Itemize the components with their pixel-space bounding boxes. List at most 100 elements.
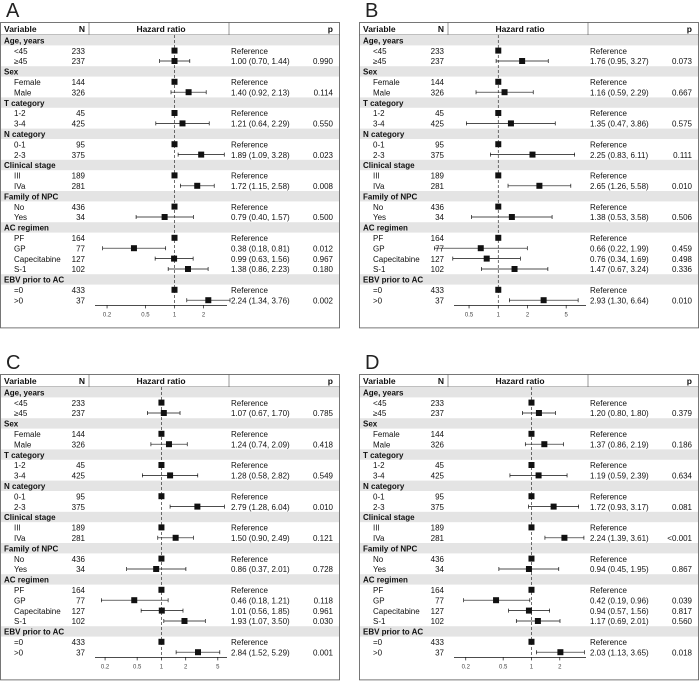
row-n: 436 bbox=[431, 555, 445, 564]
row-label: Female bbox=[14, 430, 41, 439]
hazard-ratio-point bbox=[540, 297, 547, 304]
hr-text: Reference bbox=[231, 172, 268, 181]
hr-text: Reference bbox=[590, 286, 627, 295]
hazard-ratio-point bbox=[153, 566, 160, 572]
row-n: 77 bbox=[76, 596, 85, 605]
row-label: 1-2 bbox=[373, 461, 385, 470]
hazard-ratio-point bbox=[550, 503, 557, 510]
hr-text: Reference bbox=[590, 555, 627, 564]
row-n: 37 bbox=[76, 296, 85, 305]
hazard-ratio-point bbox=[171, 255, 178, 262]
row-label: =0 bbox=[373, 638, 383, 647]
row-label: Yes bbox=[373, 565, 386, 574]
hr-text: Reference bbox=[231, 47, 268, 56]
hr-text: Reference bbox=[231, 234, 268, 243]
row-n: 326 bbox=[431, 88, 445, 97]
hazard-ratio-point bbox=[160, 410, 167, 416]
row-n: 95 bbox=[76, 140, 85, 149]
row-n: 34 bbox=[76, 213, 85, 222]
row-n: 189 bbox=[431, 172, 445, 181]
row-n: 45 bbox=[76, 109, 85, 118]
row-label: >0 bbox=[373, 296, 383, 305]
group-row-background bbox=[1, 418, 339, 429]
group-row-background bbox=[360, 222, 698, 233]
hazard-ratio-point bbox=[171, 234, 178, 241]
hr-text: Reference bbox=[231, 524, 268, 533]
group-row-background bbox=[360, 543, 698, 554]
p-value: 0.728 bbox=[313, 565, 334, 574]
hazard-ratio-point bbox=[534, 618, 541, 624]
row-n: 102 bbox=[72, 617, 86, 626]
p-value: 0.023 bbox=[313, 151, 334, 160]
row-n: 127 bbox=[431, 255, 445, 264]
row-label: PF bbox=[14, 234, 24, 243]
x-tick-label: 0.5 bbox=[499, 664, 508, 670]
hazard-ratio-point bbox=[495, 110, 502, 116]
row-label: >0 bbox=[14, 296, 24, 305]
header-p: p bbox=[687, 24, 692, 34]
group-row-background bbox=[1, 66, 339, 77]
row-label: IVa bbox=[373, 182, 385, 191]
group-label: Clinical stage bbox=[363, 513, 415, 522]
hr-text: Reference bbox=[590, 78, 627, 87]
hr-text: Reference bbox=[590, 109, 627, 118]
row-label: Capecitabine bbox=[14, 607, 61, 616]
panel-border bbox=[0, 22, 340, 329]
hr-text: 1.24 (0.74, 2.09) bbox=[231, 440, 290, 449]
p-value: 0.008 bbox=[313, 182, 334, 191]
p-value: 0.549 bbox=[313, 472, 334, 481]
group-label: Sex bbox=[363, 68, 378, 77]
row-n: 164 bbox=[72, 234, 86, 243]
hr-text: 1.89 (1.09, 3.28) bbox=[231, 151, 290, 160]
group-row-background bbox=[1, 449, 339, 460]
p-value: 0.379 bbox=[672, 409, 693, 418]
row-n: 233 bbox=[72, 399, 86, 408]
row-label: S-1 bbox=[373, 265, 386, 274]
row-label: 1-2 bbox=[14, 109, 26, 118]
row-n: 144 bbox=[72, 78, 86, 87]
hr-text: Reference bbox=[590, 47, 627, 56]
hazard-ratio-point bbox=[528, 586, 535, 593]
row-n: 164 bbox=[431, 586, 445, 595]
group-row-background bbox=[360, 626, 698, 637]
row-label: Yes bbox=[373, 213, 386, 222]
hazard-ratio-point bbox=[171, 203, 178, 210]
p-value: 0.180 bbox=[313, 265, 334, 274]
hr-text: 0.99 (0.63, 1.56) bbox=[231, 255, 290, 264]
x-tick-label: 0.5 bbox=[133, 664, 142, 670]
row-n: 233 bbox=[72, 47, 86, 56]
hr-text: 1.72 (1.15, 2.58) bbox=[231, 182, 290, 191]
group-row-background bbox=[1, 511, 339, 523]
row-n: 326 bbox=[431, 440, 445, 449]
hr-text: Reference bbox=[590, 140, 627, 149]
p-value: 0.967 bbox=[313, 255, 334, 264]
p-value: 0.634 bbox=[672, 472, 693, 481]
hazard-ratio-point bbox=[185, 89, 192, 96]
p-value: 0.667 bbox=[672, 88, 693, 97]
hazard-ratio-point bbox=[525, 607, 532, 614]
row-label: Female bbox=[373, 78, 400, 87]
row-n: 37 bbox=[435, 296, 444, 305]
row-n: 95 bbox=[76, 492, 85, 501]
row-label: ≥45 bbox=[14, 57, 28, 66]
group-label: AC regimen bbox=[4, 576, 49, 585]
hazard-ratio-point bbox=[528, 399, 535, 406]
group-row-background bbox=[360, 449, 698, 460]
panel-border bbox=[0, 374, 340, 681]
row-label: III bbox=[14, 172, 21, 181]
hr-text: Reference bbox=[231, 586, 268, 595]
row-label: Male bbox=[373, 88, 391, 97]
group-row-background bbox=[360, 128, 698, 139]
hazard-ratio-point bbox=[508, 214, 515, 220]
hr-text: 2.79 (1.28, 6.04) bbox=[231, 503, 290, 512]
p-value: 0.961 bbox=[313, 607, 334, 616]
row-label: S-1 bbox=[14, 265, 27, 274]
row-label: III bbox=[373, 524, 380, 533]
hr-text: 1.72 (0.93, 3.17) bbox=[590, 503, 649, 512]
hazard-ratio-point bbox=[161, 214, 168, 220]
hr-text: Reference bbox=[590, 524, 627, 533]
row-n: 281 bbox=[72, 182, 86, 191]
row-label: GP bbox=[373, 596, 385, 605]
hr-text: 1.07 (0.67, 1.70) bbox=[231, 409, 290, 418]
row-n: 144 bbox=[431, 78, 445, 87]
